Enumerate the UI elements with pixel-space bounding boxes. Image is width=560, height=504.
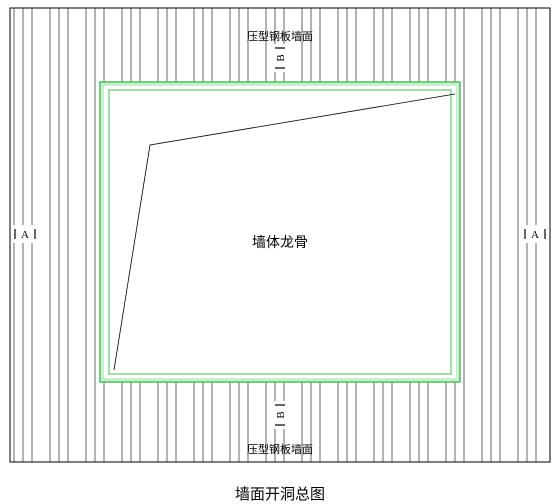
svg-text:B: B: [275, 411, 287, 418]
label-top: 压型钢板墙面: [247, 28, 313, 44]
svg-text:A: A: [21, 229, 29, 241]
svg-text:A: A: [531, 229, 539, 241]
label-bottom: 压型钢板墙面: [247, 441, 313, 457]
svg-text:B: B: [275, 54, 287, 61]
label-center: 墙体龙骨: [252, 232, 308, 252]
